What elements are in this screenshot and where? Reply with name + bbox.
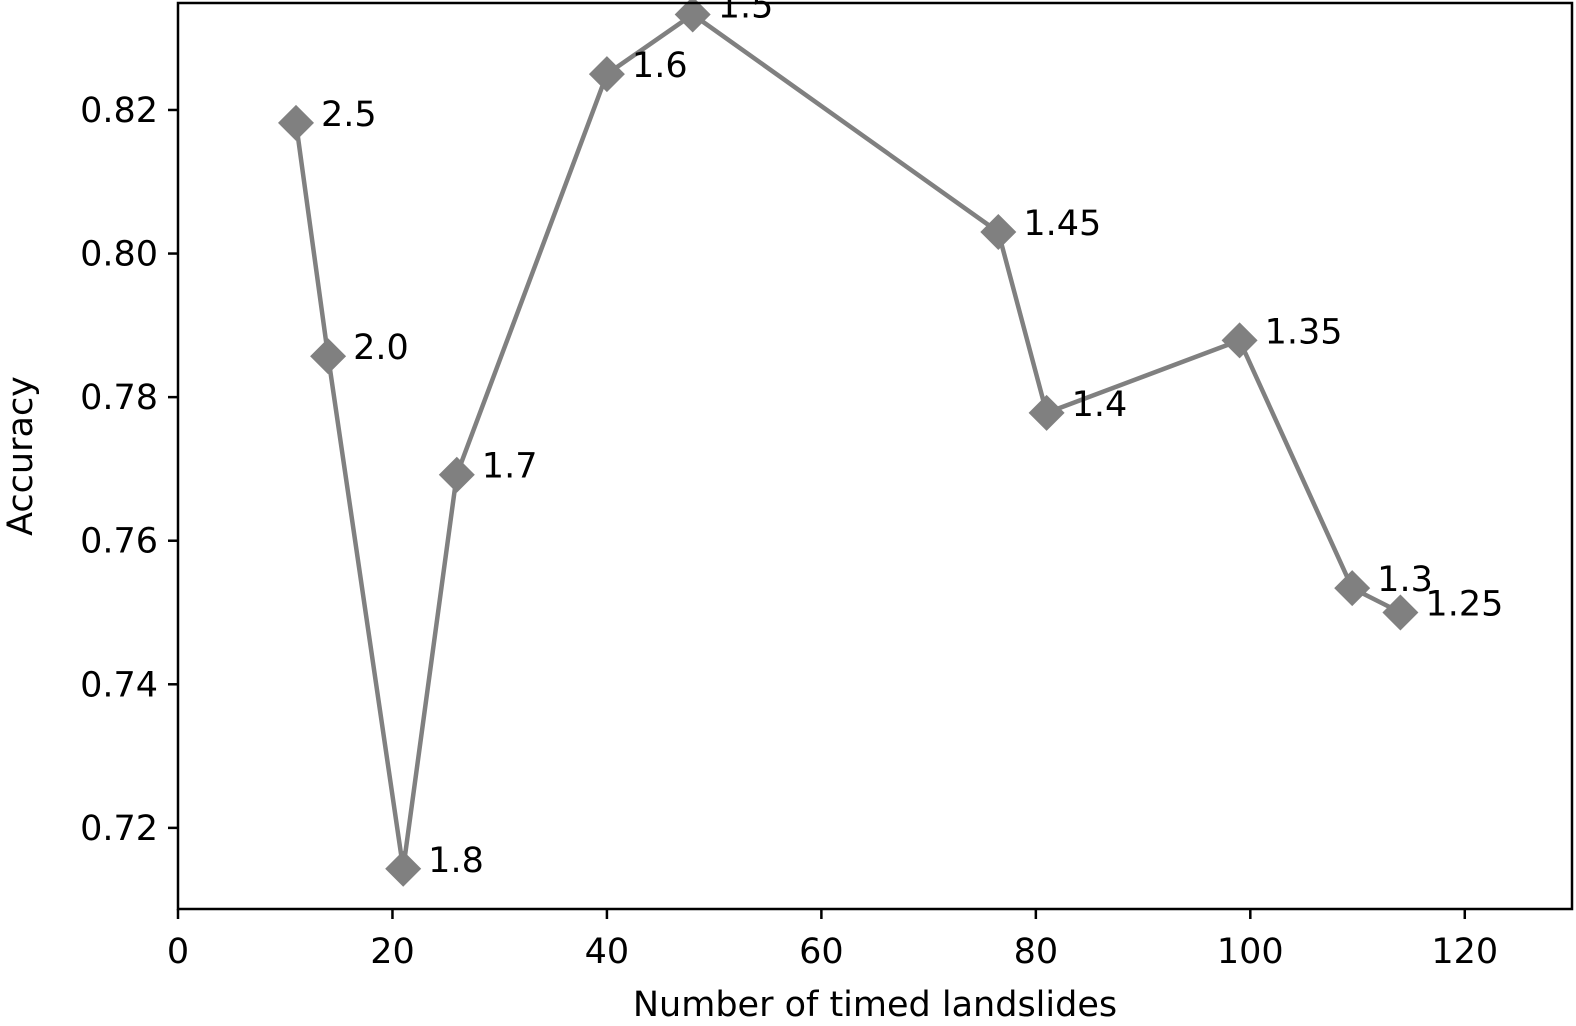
x-tick-label: 20 [370,932,415,972]
y-tick-label: 0.72 [80,809,158,849]
data-point-label: 1.4 [1072,385,1128,425]
data-point-label: 1.35 [1265,312,1343,352]
y-tick-label: 0.80 [80,235,158,275]
data-point-label: 1.45 [1023,204,1101,244]
data-point-label: 2.5 [321,95,377,135]
y-tick-label: 0.76 [80,522,158,562]
x-tick-label: 100 [1217,932,1284,972]
data-point-label: 1.6 [632,46,688,86]
y-tick-label: 0.78 [80,378,158,418]
series-line [293,12,1402,872]
data-point-label: 1.8 [428,841,484,881]
data-point-marker [385,850,422,887]
data-point-label: 1.5 [718,0,774,26]
data-point-label: 1.3 [1377,560,1433,600]
x-tick-label: 40 [585,932,630,972]
y-tick-label: 0.74 [80,665,158,705]
data-point-marker [980,214,1017,250]
data-point-marker [438,456,475,493]
data-point-label: 1.25 [1425,585,1503,625]
data-point-label: 2.0 [353,328,409,368]
data-point-marker [1334,570,1371,607]
plot-frame [176,1,1574,911]
y-tick-label: 0.82 [80,91,158,131]
x-tick-label: 60 [799,932,844,972]
x-tick-label: 120 [1431,932,1498,972]
data-point-label: 1.7 [482,447,538,487]
y-axis-ticks: 0.72 0.74 0.76 0.78 0.80 0.82 [80,91,178,849]
data-point-marker [674,0,711,33]
point-labels-layer: 2.5 2.0 1.8 1.7 1.6 1.5 1.45 1.4 1.35 1.31.25 [321,0,1503,881]
x-axis-ticks: 0 20 40 60 80 100 120 [167,909,1498,972]
x-axis-label: Number of timed landslides [633,985,1117,1025]
y-axis-label: Accuracy [1,376,41,536]
x-tick-label: 0 [167,932,189,972]
x-tick-label: 80 [1014,932,1059,972]
series-layer [278,0,1419,887]
data-point-marker [588,56,625,93]
data-point-marker [278,104,314,141]
data-point-marker [1382,594,1419,631]
data-point-marker [1221,322,1258,359]
data-point-marker [310,338,347,375]
data-point-marker [1028,394,1065,431]
